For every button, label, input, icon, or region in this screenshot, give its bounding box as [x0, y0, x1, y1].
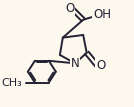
- Text: O: O: [96, 59, 105, 72]
- Text: OH: OH: [93, 8, 111, 21]
- Text: CH₃: CH₃: [1, 78, 22, 88]
- Text: O: O: [65, 2, 74, 15]
- Text: N: N: [71, 57, 79, 70]
